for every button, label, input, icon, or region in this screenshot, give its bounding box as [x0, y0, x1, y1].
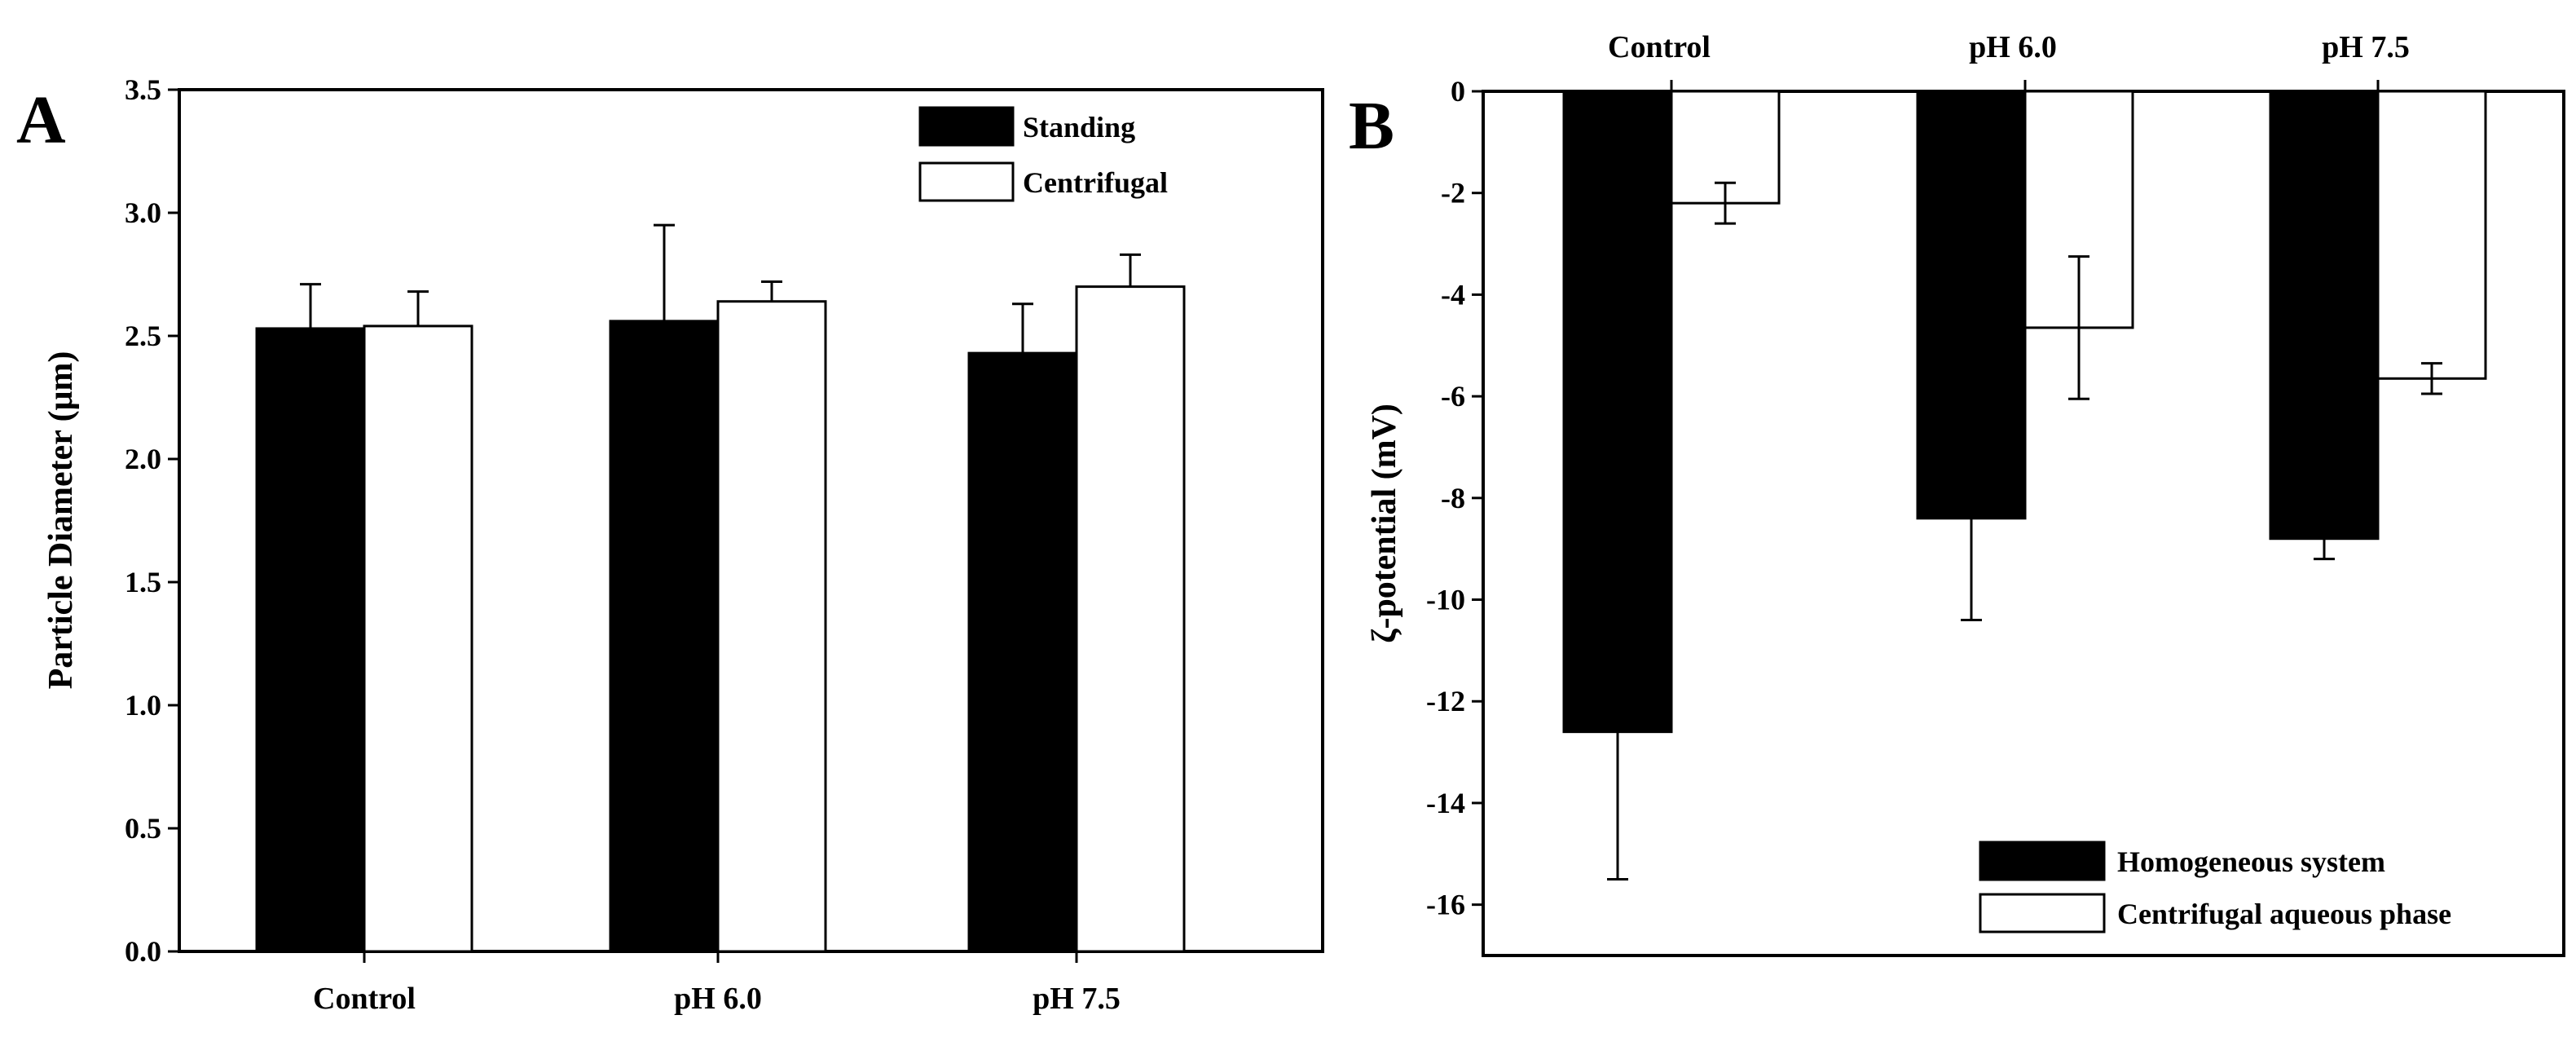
y-tick-label: 0.5 [125, 812, 161, 845]
y-tick-label: 1.5 [125, 566, 161, 598]
panel-b-label: B [1349, 88, 1394, 164]
legend-label-standing: Standing [1023, 111, 1135, 143]
panel-a-y-axis-title: Particle Diameter (μm) [42, 351, 80, 690]
panel-b-bars [1562, 90, 2487, 880]
x-tick-label-ph-7-5: pH 7.5 [1033, 982, 1121, 1016]
panel-a-legend: Standing Centrifugal [918, 106, 1168, 202]
y-tick-label: -6 [1441, 380, 1465, 413]
x-tick-label-control: Control [1608, 30, 1711, 64]
panel-b-y-axis-title: ζ-potential (mV) [1366, 404, 1403, 643]
y-tick-label: 1.0 [125, 689, 161, 722]
y-tick-label: 3.5 [125, 73, 161, 106]
y-tick-label: 2.5 [125, 320, 161, 352]
y-tick-label: -14 [1426, 787, 1465, 819]
bar-centrifugal-aqueous-phase-ph-7-5 [2376, 90, 2487, 380]
panel-a-bars [255, 223, 1186, 953]
legend-swatch-centrifugal-aqueous [1979, 893, 2106, 933]
legend-label-homogeneous: Homogeneous system [2117, 845, 2385, 878]
panel-a-label: A [16, 82, 66, 158]
x-tick-label-ph-7-5: pH 7.5 [2322, 30, 2410, 64]
y-tick-label: 0 [1451, 75, 1465, 108]
y-tick-label: -8 [1441, 482, 1465, 514]
x-tick-label-ph-6-0: pH 6.0 [674, 982, 762, 1016]
x-tick-label-control: Control [313, 982, 416, 1016]
bar-homogeneous-system-ph-7-5 [2269, 90, 2380, 541]
y-tick-label: -4 [1441, 278, 1465, 311]
y-tick-label: 0.0 [125, 935, 161, 968]
y-tick-label: -12 [1426, 685, 1465, 717]
bar-standing-ph-7-5 [967, 351, 1078, 953]
y-tick-label: 2.0 [125, 443, 161, 475]
bar-standing-control [255, 327, 366, 953]
panel-b-x-ticks: Control pH 6.0 pH 7.5 [1608, 30, 2410, 91]
panel-a: A Particle Diameter (μm) 0.0 0.5 1.0 1.5 2.0… [16, 73, 1324, 1016]
y-tick-label: 3.0 [125, 196, 161, 229]
legend-label-centrifugal-aqueous: Centrifugal aqueous phase [2117, 898, 2451, 930]
legend-swatch-centrifugal [918, 161, 1015, 202]
bar-centrifugal-ph-6-0 [716, 300, 827, 953]
bar-standing-ph-6-0 [609, 320, 720, 953]
y-tick-label: -2 [1441, 177, 1465, 210]
y-tick-label: -16 [1426, 889, 1465, 921]
panel-a-x-ticks: Control pH 6.0 pH 7.5 [313, 951, 1121, 1016]
panel-b: B ζ-potential (mV) 0 -2 -4 -6 -8 -10 -12 -14 -16… [1349, 30, 2565, 957]
bar-centrifugal-ph-7-5 [1075, 285, 1186, 953]
panel-b-y-ticks: 0 -2 -4 -6 -8 -10 -12 -14 -16 [1426, 75, 1483, 921]
bar-centrifugal-control [363, 324, 473, 953]
legend-label-centrifugal: Centrifugal [1023, 166, 1168, 199]
x-tick-label-ph-6-0: pH 6.0 [1969, 30, 2057, 64]
y-tick-label: -10 [1426, 584, 1465, 616]
legend-swatch-standing [918, 106, 1015, 147]
panel-a-y-ticks: 0.0 0.5 1.0 1.5 2.0 2.5 3.0 3.5 [125, 73, 179, 968]
legend-swatch-homogeneous [1979, 841, 2106, 881]
panel-b-legend: Homogeneous system Centrifugal aqueous p… [1979, 841, 2451, 933]
